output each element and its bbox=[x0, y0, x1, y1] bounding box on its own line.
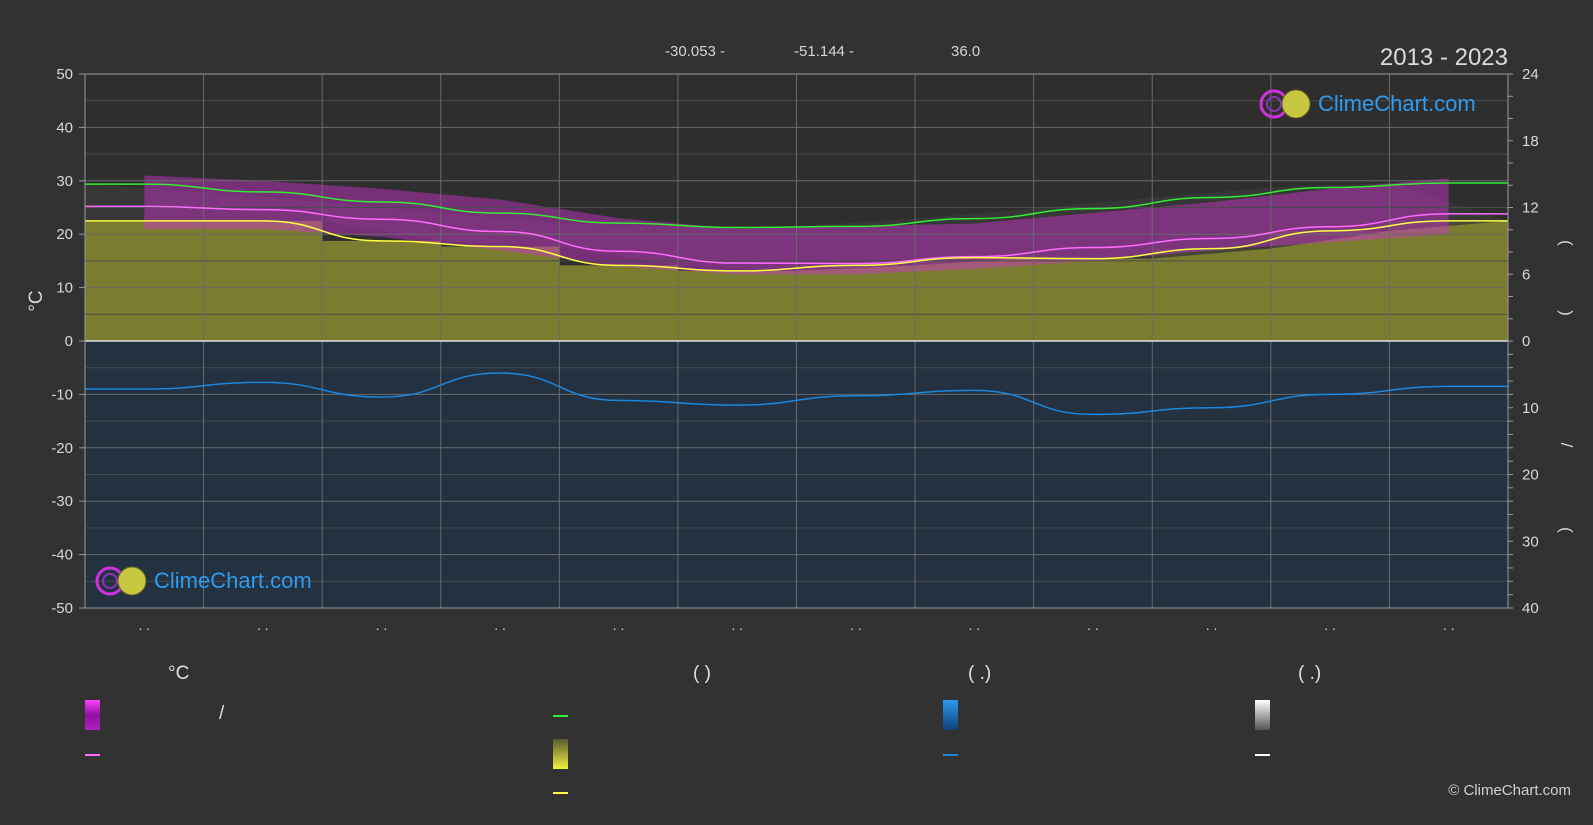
left-axis-tick-label: 20 bbox=[56, 226, 73, 243]
month-tick-label: . . bbox=[969, 617, 981, 633]
right-axis-precip-label: 30 bbox=[1522, 533, 1539, 550]
legend-slash: / bbox=[219, 703, 225, 724]
legend-temperature-head: °C bbox=[168, 663, 190, 684]
period-title: 2013 - 2023 bbox=[1379, 44, 1508, 71]
left-axis-tick-label: -20 bbox=[51, 440, 73, 457]
legend-swatch-rain bbox=[943, 700, 958, 730]
right-axis-precip-label: 40 bbox=[1522, 600, 1539, 617]
right-axis-mark: ( bbox=[1557, 240, 1576, 246]
logo-text: ClimeChart.com bbox=[1318, 91, 1476, 116]
climechart-logo-icon bbox=[1259, 89, 1311, 119]
latitude-label: -30.053 - bbox=[665, 43, 726, 60]
month-tick-label: . . bbox=[731, 617, 743, 633]
sunshine-line bbox=[85, 220, 1508, 272]
legend-line-sunshine bbox=[553, 792, 568, 794]
legend-line-mean-temp bbox=[85, 754, 100, 756]
right-axis-hours-label: 0 bbox=[1522, 333, 1530, 350]
legend-swatch-snow bbox=[1255, 700, 1270, 730]
legend-swatch-sunshine bbox=[553, 739, 568, 769]
right-axis-hours-label: 12 bbox=[1522, 200, 1539, 217]
legend-line-daylight bbox=[553, 715, 568, 717]
copyright-text: © ClimeChart.com bbox=[1448, 782, 1571, 799]
month-tick-label: . . bbox=[613, 617, 625, 633]
right-axis-mark: ) bbox=[1557, 310, 1576, 316]
legend-line-snow bbox=[1255, 754, 1270, 756]
left-axis-tick-label: -40 bbox=[51, 547, 73, 564]
legend-sun-head: ( ) bbox=[693, 663, 711, 684]
mean-temperature-line bbox=[85, 205, 1508, 265]
legend-snow-head: ( .) bbox=[1298, 663, 1322, 684]
month-tick-label: . . bbox=[138, 617, 150, 633]
left-axis-tick-label: 40 bbox=[56, 119, 73, 136]
left-axis-tick-label: 0 bbox=[65, 333, 73, 350]
left-axis-tick-label: -50 bbox=[51, 600, 73, 617]
right-axis-hours-label: 18 bbox=[1522, 133, 1539, 150]
elevation-label: 36.0 bbox=[951, 43, 981, 60]
logo-bottom[interactable]: ClimeChart.com bbox=[94, 565, 312, 597]
longitude-label: -51.144 - bbox=[794, 43, 855, 60]
daylight-line bbox=[85, 182, 1508, 229]
climechart-logo-icon bbox=[95, 566, 147, 596]
right-axis-mark: / bbox=[1557, 443, 1576, 448]
month-tick-label: . . bbox=[850, 617, 862, 633]
legend-swatch-day-night-temp bbox=[85, 700, 100, 730]
month-tick-label: . . bbox=[494, 617, 506, 633]
left-axis-tick-label: 30 bbox=[56, 173, 73, 190]
month-tick-label: . . bbox=[257, 617, 269, 633]
right-axis-precip-label: 10 bbox=[1522, 400, 1539, 417]
left-axis-unit: °C bbox=[26, 290, 47, 311]
right-axis-hours-label: 24 bbox=[1522, 66, 1539, 83]
right-axis-precip-label: 20 bbox=[1522, 467, 1539, 484]
logo-text: ClimeChart.com bbox=[154, 568, 312, 593]
legend-line-rain bbox=[943, 754, 958, 756]
month-tick-label: . . bbox=[1087, 617, 1099, 633]
month-tick-label: . . bbox=[376, 617, 388, 633]
logo-top[interactable]: ClimeChart.com bbox=[1258, 88, 1476, 120]
month-tick-label: . . bbox=[1206, 617, 1218, 633]
right-axis-mark: ( bbox=[1557, 527, 1576, 533]
precipitation-line bbox=[84, 372, 1508, 416]
right-axis-hours-label: 6 bbox=[1522, 266, 1530, 283]
left-axis-tick-label: -30 bbox=[51, 493, 73, 510]
left-axis-tick-label: 10 bbox=[56, 280, 73, 297]
month-tick-label: . . bbox=[1443, 617, 1455, 633]
legend-rain-head: ( .) bbox=[968, 663, 992, 684]
month-tick-label: . . bbox=[1324, 617, 1336, 633]
temperature-band bbox=[144, 175, 1449, 275]
left-axis-tick-label: 50 bbox=[56, 66, 73, 83]
left-axis-tick-label: -10 bbox=[51, 386, 73, 403]
